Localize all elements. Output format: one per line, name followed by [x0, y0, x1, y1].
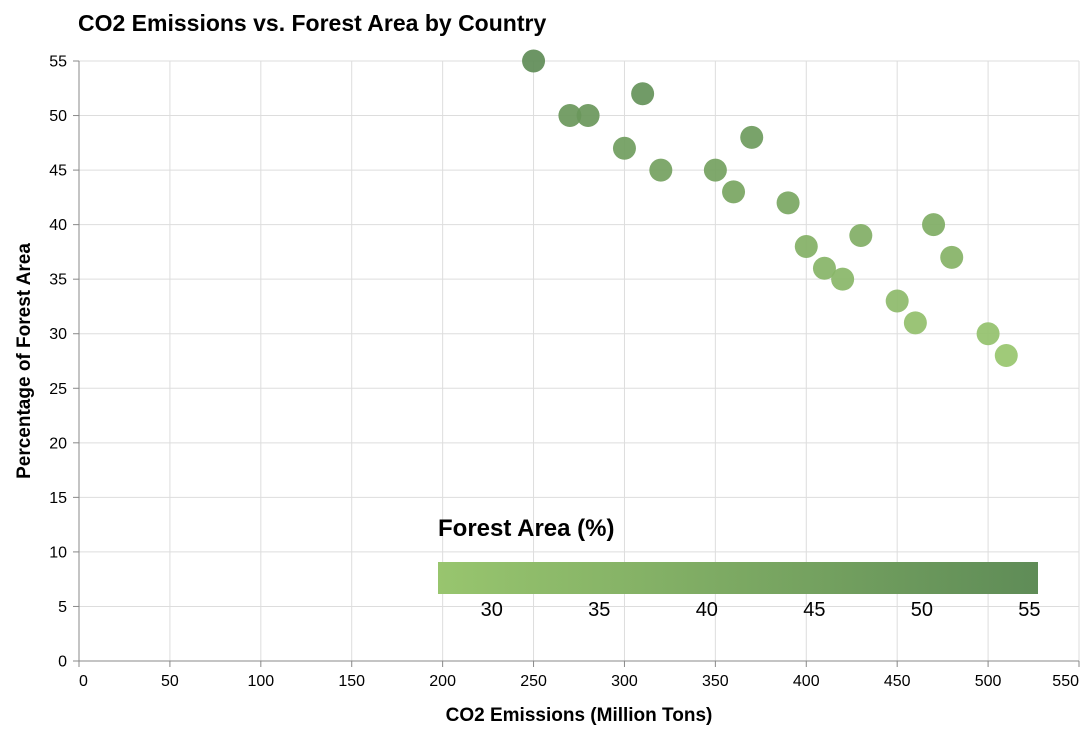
- data-point: [812, 256, 836, 280]
- y-tick-label: 50: [49, 108, 67, 125]
- chart-title: CO2 Emissions vs. Forest Area by Country: [78, 10, 546, 36]
- x-tick-label: 400: [793, 673, 820, 690]
- legend-gradient-bar: [438, 562, 1038, 594]
- x-tick-label: 50: [161, 673, 179, 690]
- x-tick-label: 100: [247, 673, 274, 690]
- data-point: [885, 289, 909, 313]
- data-point: [558, 104, 582, 128]
- y-tick-label: 20: [49, 435, 67, 452]
- data-point: [703, 158, 727, 182]
- y-tick-label: 40: [49, 217, 67, 234]
- legend-tick-label: 45: [803, 599, 825, 621]
- data-point: [522, 49, 546, 73]
- x-tick-label: 250: [520, 673, 547, 690]
- y-tick-label: 45: [49, 163, 67, 180]
- data-point: [612, 136, 636, 160]
- y-tick-label: 10: [49, 544, 67, 561]
- data-point: [940, 245, 964, 269]
- y-tick-label: 25: [49, 381, 67, 398]
- y-tick-label: 30: [49, 326, 67, 343]
- y-tick-label: 35: [49, 272, 67, 289]
- x-tick-label: 200: [429, 673, 456, 690]
- data-point: [722, 180, 746, 204]
- legend-tick-label: 55: [1018, 599, 1040, 621]
- y-tick-label: 5: [58, 599, 67, 616]
- data-point: [849, 224, 873, 248]
- data-point: [631, 82, 655, 106]
- x-tick-label: 0: [79, 673, 88, 690]
- y-tick-label: 0: [58, 654, 67, 671]
- data-point: [576, 104, 600, 128]
- color-legend: Forest Area (%) 30 35 40 45 50 55: [438, 515, 1041, 621]
- data-point: [831, 267, 855, 291]
- y-axis-title: Percentage of Forest Area: [14, 243, 35, 479]
- legend-tick-label: 50: [911, 599, 933, 621]
- data-points: [522, 49, 1018, 368]
- x-tick-label: 450: [884, 673, 911, 690]
- x-tick-label: 550: [1052, 673, 1079, 690]
- data-point: [976, 322, 1000, 346]
- data-point: [740, 125, 764, 149]
- x-tick-label: 350: [702, 673, 729, 690]
- legend-tick-label: 30: [481, 599, 503, 621]
- legend-tick-label: 40: [696, 599, 718, 621]
- y-tick-label: 55: [49, 54, 67, 71]
- x-tick-label: 150: [338, 673, 365, 690]
- data-point: [776, 191, 800, 215]
- data-point: [994, 344, 1018, 368]
- y-tick-label: 15: [49, 490, 67, 507]
- x-axis-title: CO2 Emissions (Million Tons): [446, 705, 713, 726]
- legend-tick-label: 35: [588, 599, 610, 621]
- x-tick-label: 500: [975, 673, 1002, 690]
- data-point: [922, 213, 946, 237]
- legend-title: Forest Area (%): [438, 515, 614, 542]
- data-point: [649, 158, 673, 182]
- data-point: [903, 311, 927, 335]
- axes: 0 50 100 150 200 250 300 350 400 450 500 550 0 5 10 15 2…: [49, 54, 1080, 690]
- x-tick-label: 300: [611, 673, 638, 690]
- data-point: [794, 234, 818, 258]
